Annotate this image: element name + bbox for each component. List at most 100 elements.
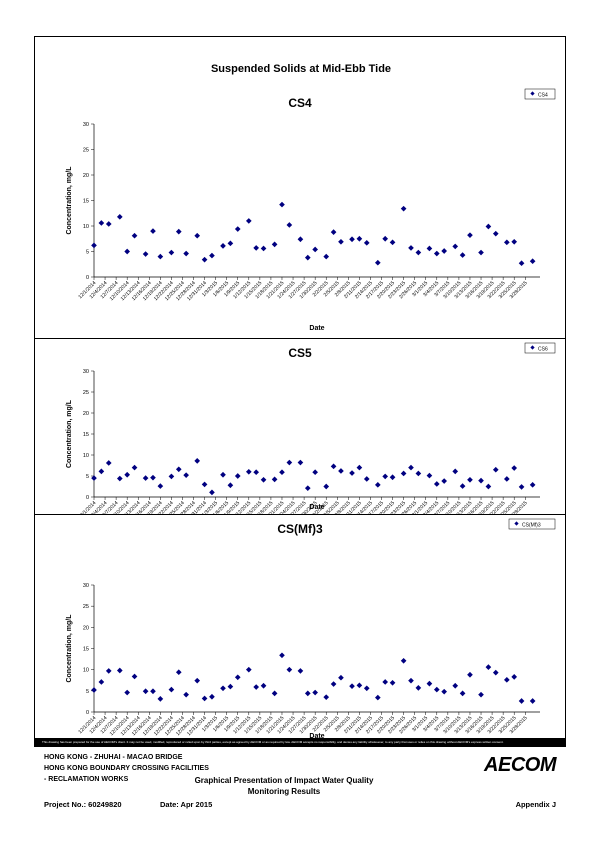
- data-point: [312, 469, 318, 476]
- data-point: [245, 666, 252, 673]
- chart-title: CS(Mf)3: [277, 522, 323, 536]
- data-point: [209, 693, 215, 700]
- data-point: [478, 477, 484, 484]
- legend-label: CS6: [538, 347, 548, 353]
- panel-divider: [35, 514, 565, 515]
- data-point: [150, 688, 156, 695]
- data-point: [105, 460, 112, 466]
- data-point: [312, 246, 318, 253]
- data-point: [271, 241, 278, 248]
- data-point: [529, 481, 536, 488]
- y-tick-label: 5: [86, 689, 89, 695]
- data-point: [124, 471, 131, 478]
- appendix-label: Appendix J: [515, 800, 556, 809]
- data-point: [234, 226, 241, 232]
- data-point: [234, 473, 241, 479]
- data-point: [518, 698, 525, 704]
- data-point: [142, 688, 149, 695]
- data-point: [279, 652, 285, 659]
- y-tick-label: 25: [83, 604, 89, 610]
- data-point: [382, 473, 389, 480]
- data-point: [518, 260, 525, 267]
- data-point: [452, 682, 459, 689]
- y-tick-label: 20: [83, 625, 89, 631]
- legend-box: [524, 342, 556, 354]
- data-point: [323, 694, 330, 701]
- data-point: [260, 476, 267, 483]
- data-point: [459, 252, 466, 258]
- data-point: [253, 245, 260, 251]
- data-point: [382, 679, 389, 685]
- data-point: [157, 253, 164, 260]
- y-tick-label: 10: [83, 224, 89, 230]
- y-tick-label: 15: [83, 199, 89, 205]
- chart-title: CS5: [288, 346, 312, 360]
- data-point: [201, 481, 208, 488]
- y-tick-label: 30: [83, 369, 89, 375]
- data-point: [183, 691, 189, 698]
- data-point: [91, 687, 97, 693]
- data-point: [400, 470, 407, 477]
- data-point: [175, 669, 182, 676]
- y-tick-label: 10: [83, 668, 89, 674]
- data-point: [492, 466, 499, 473]
- data-point: [408, 245, 414, 251]
- data-point: [279, 469, 285, 476]
- project-line-2: HONG KONG BOUNDARY CROSSING FACILITIES: [44, 765, 209, 772]
- data-point: [503, 676, 510, 683]
- y-tick-label: 0: [86, 710, 89, 716]
- data-point: [227, 240, 234, 247]
- data-point: [271, 690, 278, 697]
- data-point: [142, 251, 149, 257]
- data-point: [168, 473, 175, 480]
- data-point: [304, 485, 311, 492]
- data-point: [338, 238, 344, 245]
- data-point: [260, 682, 267, 689]
- data-point: [234, 674, 241, 681]
- data-point: [227, 482, 234, 489]
- y-tick-label: 30: [83, 122, 89, 128]
- data-point: [98, 679, 105, 685]
- data-point: [441, 688, 447, 695]
- data-point: [433, 250, 440, 257]
- data-point: [408, 677, 414, 684]
- data-point: [511, 674, 518, 680]
- data-point: [157, 483, 164, 489]
- data-point: [400, 205, 407, 212]
- x-axis-label: Date: [309, 325, 324, 332]
- graph-title-1: Graphical Presentation of Impact Water Q…: [194, 776, 374, 785]
- data-point: [459, 690, 466, 697]
- data-point: [297, 459, 304, 466]
- y-tick-label: 25: [83, 148, 89, 154]
- legend: CS6: [524, 342, 556, 354]
- data-point: [116, 667, 123, 674]
- legend-box: [524, 88, 556, 100]
- data-point: [150, 228, 156, 234]
- data-point: [150, 474, 156, 481]
- data-point: [157, 696, 164, 702]
- data-point: [363, 476, 370, 482]
- data-point: [253, 469, 260, 476]
- data-point: [91, 242, 97, 249]
- data-point: [304, 690, 311, 697]
- data-point: [220, 471, 226, 478]
- data-point: [452, 468, 459, 475]
- y-tick-label: 0: [86, 275, 89, 281]
- data-point: [408, 464, 414, 471]
- y-tick-label: 5: [86, 474, 89, 480]
- data-point: [349, 236, 355, 243]
- data-point: [338, 674, 344, 681]
- y-axis-label: Concentration, mg/L: [66, 614, 73, 683]
- data-point: [304, 254, 311, 261]
- data-point: [201, 256, 208, 263]
- data-point: [415, 470, 422, 477]
- data-point: [478, 249, 484, 256]
- data-point: [382, 235, 389, 242]
- data-point: [183, 250, 189, 257]
- y-tick-label: 30: [83, 583, 89, 589]
- y-tick-label: 5: [86, 250, 89, 256]
- data-point: [426, 472, 433, 479]
- data-point: [389, 239, 396, 246]
- data-point: [356, 464, 363, 471]
